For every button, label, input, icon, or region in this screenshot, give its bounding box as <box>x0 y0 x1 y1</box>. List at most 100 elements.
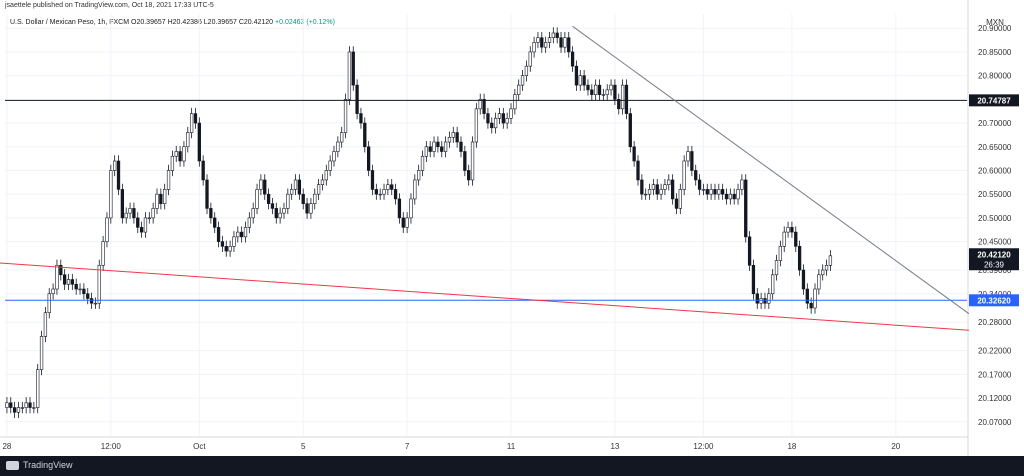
candle-body <box>51 288 55 295</box>
candle-body <box>413 179 417 200</box>
price-chart[interactable]: MXN 20.07000 20.12000 20.17000 20.22000 20.28… <box>0 0 1024 456</box>
candle-body <box>86 293 90 299</box>
candle-body <box>594 84 598 95</box>
candle-body <box>16 407 21 413</box>
trendline-red <box>0 262 969 331</box>
candle-body <box>313 193 317 204</box>
candle-body <box>39 336 44 370</box>
support-tag-label: 20.32620 <box>977 296 1011 305</box>
candle-body <box>332 151 336 162</box>
y-tick-label: 20.17000 <box>978 370 1012 379</box>
candle-body <box>97 265 101 304</box>
candle-body <box>813 288 817 309</box>
y-tick-label: 20.90000 <box>978 24 1012 33</box>
candle-body <box>624 84 629 114</box>
candle-body <box>436 141 440 148</box>
candle-body <box>189 113 194 133</box>
candle-body <box>759 298 763 304</box>
candle-body <box>120 189 125 219</box>
candle-body <box>694 170 698 181</box>
price-axis[interactable]: MXN 20.07000 20.12000 20.17000 20.22000 20.28… <box>978 18 1012 427</box>
candle-body <box>513 94 517 110</box>
candle-body <box>397 198 402 219</box>
candle-body <box>405 217 409 228</box>
candle-body <box>366 146 371 171</box>
candle-body <box>213 217 217 228</box>
x-tick-label: 12:00 <box>101 442 122 451</box>
candle-body <box>216 227 221 242</box>
y-tick-label: 20.34000 <box>978 290 1012 299</box>
candle-body <box>359 113 363 124</box>
brand-label: TradingView <box>23 460 73 470</box>
candle-body <box>128 208 132 214</box>
candles <box>5 27 833 418</box>
candle-body <box>174 151 178 157</box>
candle-body <box>420 155 425 171</box>
candle-body <box>328 160 332 171</box>
candle-body <box>478 99 482 110</box>
candle-body <box>767 293 771 304</box>
candle-body <box>390 184 394 190</box>
candle-body <box>43 312 48 337</box>
candle-body <box>12 407 17 413</box>
candle-body <box>20 407 24 409</box>
candle-body <box>543 42 548 48</box>
candle-body <box>728 193 732 200</box>
candle-body <box>755 293 759 304</box>
trendlines <box>0 25 970 331</box>
candle-body <box>771 274 775 295</box>
time-axis[interactable]: 28 12:00 Oct 5 7 11 13 12:00 18 20 <box>2 442 900 451</box>
y-tick-label: 20.22000 <box>978 347 1012 356</box>
last-price-label: 20.42120 <box>977 250 1011 259</box>
candle-body <box>655 184 659 195</box>
candle-body <box>828 255 833 266</box>
candle-body <box>690 151 694 171</box>
candle-body <box>794 231 798 247</box>
candle-body <box>193 113 198 124</box>
candle-body <box>663 184 667 190</box>
candle-body <box>24 402 28 408</box>
candle-body <box>597 84 602 95</box>
candle-body <box>220 241 225 247</box>
candle-body <box>251 208 255 219</box>
x-tick-label: 20 <box>891 442 900 451</box>
candle-body <box>247 217 251 228</box>
candle-body <box>309 203 313 214</box>
y-tick-label: 20.60000 <box>978 166 1012 175</box>
candle-body <box>774 260 779 276</box>
candle-body <box>316 184 321 195</box>
candle-body <box>786 227 790 233</box>
y-tick-label: 20.07000 <box>978 418 1012 427</box>
candle-body <box>613 84 617 100</box>
candle-body <box>336 141 340 152</box>
candle-body <box>409 198 413 219</box>
y-tick-label: 20.85000 <box>978 48 1012 57</box>
x-tick-label: 13 <box>610 442 619 451</box>
countdown-label: 26:39 <box>984 260 1005 269</box>
candle-body <box>59 265 63 276</box>
x-tick-label: 7 <box>405 442 410 451</box>
candle-body <box>5 402 9 408</box>
candle-body <box>428 146 432 152</box>
candle-body <box>320 179 325 185</box>
candle-body <box>455 132 459 143</box>
candle-body <box>713 189 717 195</box>
candle-body <box>686 151 690 162</box>
y-tick-label: 20.28000 <box>978 318 1012 327</box>
resistance-tag <box>969 94 1019 107</box>
candle-body <box>590 89 594 95</box>
candle-body <box>9 402 13 408</box>
candle-body <box>401 217 405 228</box>
candle-body <box>343 99 348 133</box>
candle-body <box>574 65 579 86</box>
candle-body <box>490 122 494 129</box>
candle-body <box>147 217 151 219</box>
candle-body <box>370 170 375 190</box>
candle-body <box>617 99 621 110</box>
published-caption: jsaettele published on TradingView.com, … <box>5 2 214 9</box>
candle-body <box>486 113 490 124</box>
support-tag <box>969 294 1019 307</box>
tradingview-logo[interactable]: TradingView <box>6 460 73 470</box>
candle-body <box>524 65 529 76</box>
candle-body <box>651 184 656 190</box>
